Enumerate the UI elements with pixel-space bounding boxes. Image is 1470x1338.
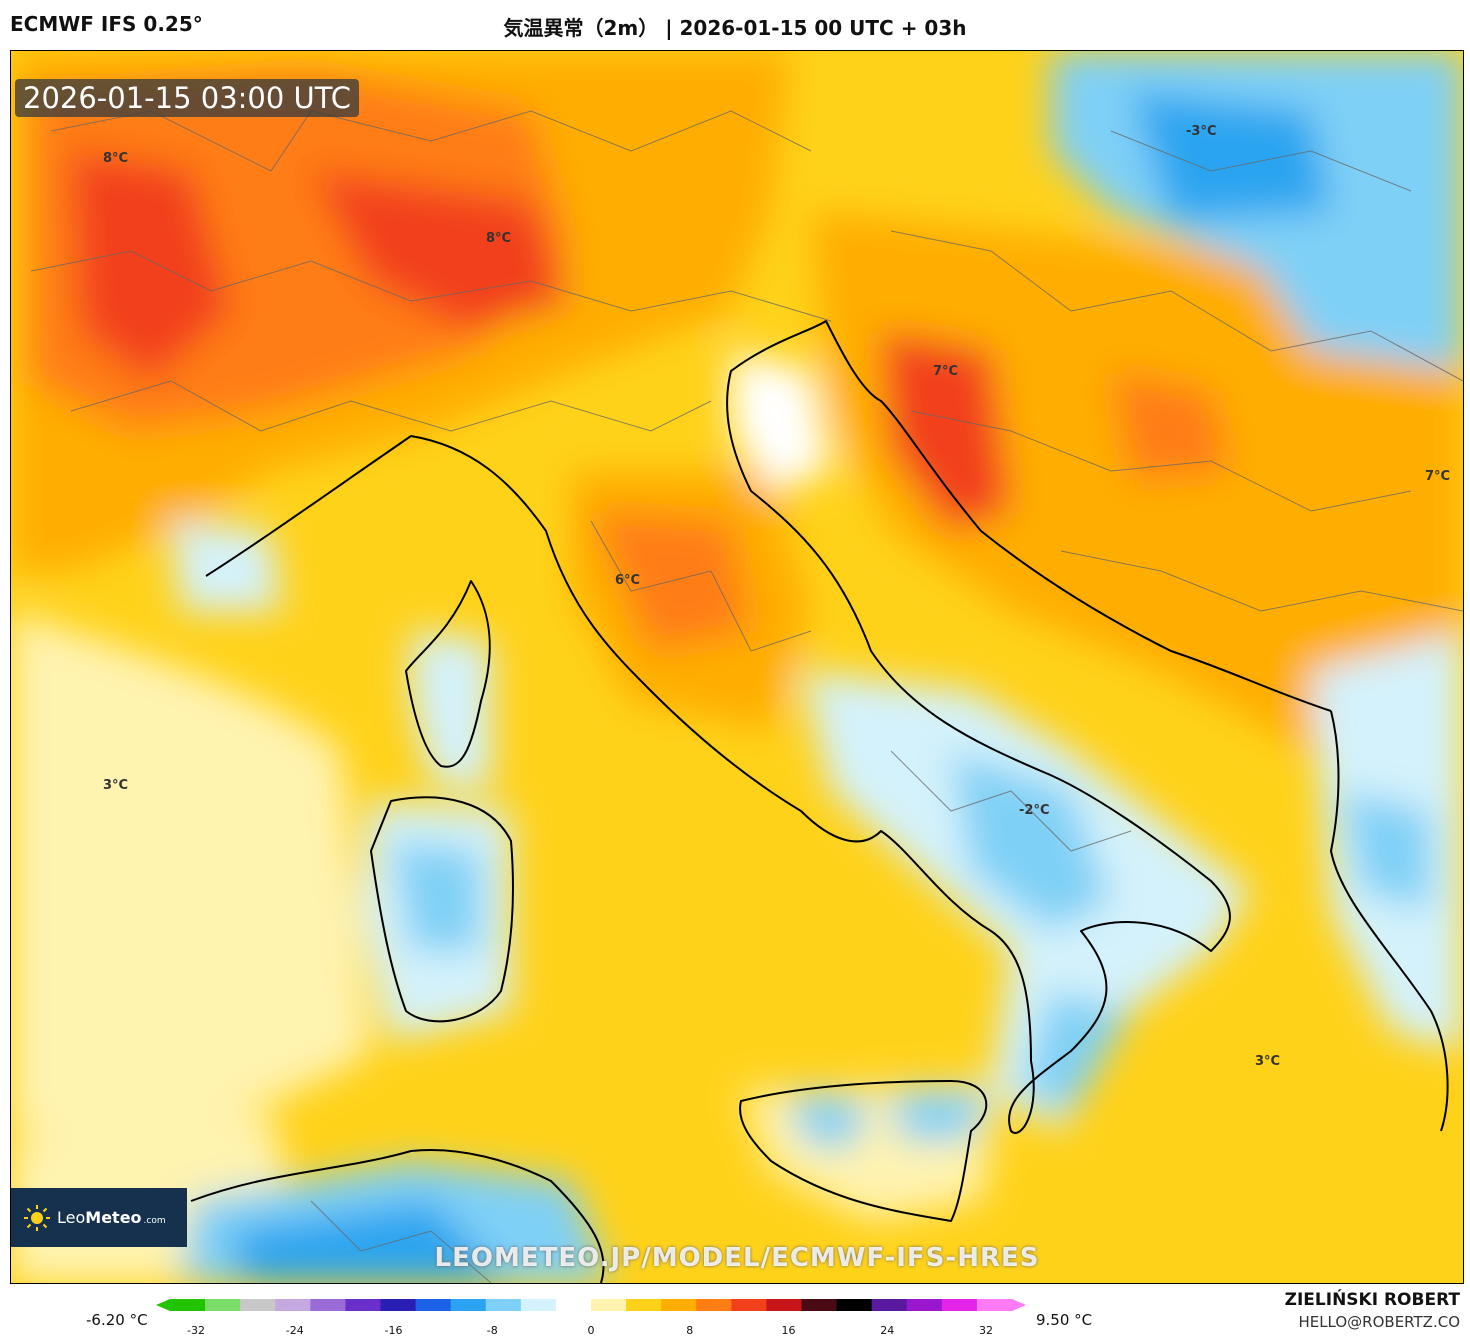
scale-arrow-right (1012, 1299, 1026, 1311)
scale-color-cell (941, 1299, 978, 1311)
scale-color-cell (871, 1299, 908, 1311)
scale-color-cell (275, 1299, 311, 1311)
scale-color-cell (591, 1299, 627, 1311)
scale-color-cell (696, 1299, 732, 1311)
scale-color-cell (450, 1299, 487, 1311)
scale-color-cell (661, 1299, 697, 1311)
scale-min-label: -6.20 °C (86, 1311, 148, 1329)
author-email[interactable]: HELLO@ROBERTZ.CO (1298, 1313, 1460, 1331)
scale-color-cell (626, 1299, 662, 1311)
author-name: ZIELIŃSKI ROBERT (1284, 1290, 1460, 1310)
scale-color-cell (731, 1299, 767, 1311)
temp-label: 8°C (103, 151, 129, 166)
scale-arrow-left (156, 1299, 170, 1311)
scale-color-cell (801, 1299, 838, 1311)
temp-label: 8°C (486, 231, 512, 246)
scale-tick-label: 32 (979, 1324, 993, 1337)
scale-tick-label: 24 (880, 1324, 895, 1337)
scale-color-cell (555, 1299, 592, 1311)
scale-color-cell (380, 1299, 417, 1311)
scale-tick-label: 8 (686, 1324, 694, 1337)
scale-tick-label: -16 (384, 1324, 403, 1337)
scale-color-cell (345, 1299, 381, 1311)
scale-color-cell (415, 1299, 452, 1311)
map-graphic (11, 51, 1463, 1283)
map-title: 気温異常（2m） | 2026-01-15 00 UTC + 03h (503, 16, 967, 40)
leometeo-logo[interactable]: LeoMeteo .com (11, 1188, 187, 1247)
scale-color-cell (485, 1299, 522, 1311)
scale-color-cell (976, 1299, 1013, 1311)
color-scale-bar (156, 1299, 1026, 1311)
temp-label: -3°C (1186, 124, 1217, 139)
scale-tick-label: -32 (187, 1324, 205, 1337)
temp-label: 3°C (103, 778, 129, 793)
scale-max-label: 9.50 °C (1036, 1311, 1093, 1329)
scale-tick-label: -8 (486, 1324, 498, 1337)
valid-time-badge: 2026-01-15 03:00 UTC (15, 79, 360, 117)
temp-label: 7°C (1425, 469, 1451, 484)
scale-color-cell (766, 1299, 802, 1311)
scale-tick-label: -24 (285, 1324, 304, 1337)
temp-label: 7°C (933, 364, 959, 379)
scale-tick-label: 16 (781, 1324, 796, 1337)
scale-color-cell (906, 1299, 943, 1311)
temp-label: -2°C (1019, 803, 1050, 818)
scale-color-cell (836, 1299, 873, 1311)
temp-label: 3°C (1255, 1054, 1281, 1069)
scale-color-cell (240, 1299, 276, 1311)
scale-color-cell (170, 1299, 206, 1311)
logo-text: LeoMeteo .com (57, 1208, 166, 1227)
scale-tick-label: 0 (587, 1324, 595, 1337)
scale-color-cell (205, 1299, 241, 1311)
temperature-anomaly-map[interactable]: 2026-01-15 03:00 UTC 8°C 8°C 7°C 7°C -3°… (10, 50, 1464, 1284)
temp-label: 6°C (615, 573, 641, 588)
source-url-watermark: LEOMETEO.JP/MODEL/ECMWF-IFS-HRES (434, 1243, 1040, 1273)
model-name: ECMWF IFS 0.25° (10, 12, 203, 36)
scale-color-cell (520, 1299, 557, 1311)
sun-icon (24, 1204, 50, 1231)
scale-color-cell (310, 1299, 346, 1311)
